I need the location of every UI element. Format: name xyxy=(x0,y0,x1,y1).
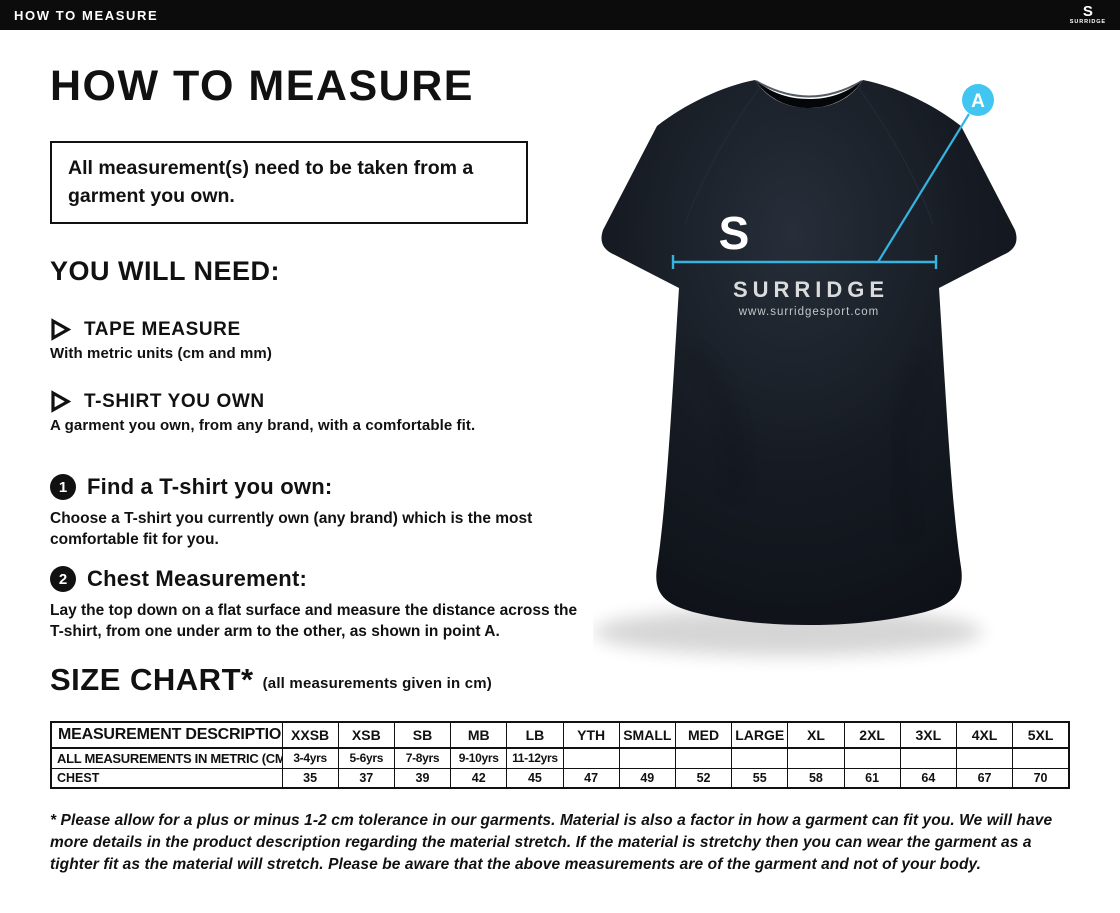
column-header: SB xyxy=(393,721,452,749)
size-chart-header-row: MEASUREMENT DESCRIPTION XXSB XSB SB MB L… xyxy=(50,721,1070,749)
shirt-seam-right xyxy=(856,85,934,225)
table-cell xyxy=(843,747,901,769)
need-item-description: A garment you own, from any brand, with … xyxy=(50,417,476,434)
shirt-wrinkle xyxy=(686,350,739,493)
table-cell: 67 xyxy=(955,767,1014,789)
table-cell: 45 xyxy=(506,767,564,789)
table-cell: 47 xyxy=(562,767,620,789)
table-cell: 42 xyxy=(450,767,508,789)
column-header-measurement-description: MEASUREMENT DESCRIPTION xyxy=(50,721,283,749)
shirt-chest-logo: S xyxy=(719,207,750,259)
table-cell xyxy=(787,747,845,769)
shirt-url-text: www.surridgesport.com xyxy=(738,306,880,318)
step-title: Find a T-shirt you own: xyxy=(87,474,333,499)
table-cell: 64 xyxy=(899,767,957,789)
table-cell: 52 xyxy=(674,767,733,789)
column-header: XL xyxy=(787,721,845,749)
pointer-line xyxy=(877,113,970,263)
notice-text: All measurement(s) need to be taken from… xyxy=(68,157,474,207)
table-cell: 70 xyxy=(1012,767,1070,789)
size-chart-title: SIZE CHART* xyxy=(50,662,254,697)
triangle-bullet-icon xyxy=(51,318,71,341)
column-header: MB xyxy=(450,721,508,749)
shirt-collar-rim xyxy=(755,80,863,98)
column-header: LARGE xyxy=(731,721,789,749)
table-cell: 49 xyxy=(618,767,676,789)
notice-box: All measurement(s) need to be taken from… xyxy=(50,141,528,225)
shirt-shadow xyxy=(593,608,983,656)
step-header: 2 Chest Measurement: xyxy=(50,566,610,592)
table-cell: 58 xyxy=(787,767,845,789)
column-header: XXSB xyxy=(281,721,339,749)
need-item-tshirt: T-SHIRT YOU OWN A garment you own, from … xyxy=(50,390,610,434)
size-chart-subtitle: (all measurements given in cm) xyxy=(262,675,492,692)
need-item-header: TAPE MEASURE xyxy=(50,318,610,341)
table-cell xyxy=(731,747,789,769)
row-label: CHEST xyxy=(50,767,283,789)
size-chart-heading-row: SIZE CHART* (all measurements given in c… xyxy=(50,664,492,695)
step-title: Chest Measurement: xyxy=(87,566,307,591)
table-cell xyxy=(618,747,676,769)
step-header: 1 Find a T-shirt you own: xyxy=(50,474,610,500)
top-bar-title: HOW TO MEASURE xyxy=(14,7,159,23)
shirt-collar xyxy=(755,80,863,108)
column-header: 3XL xyxy=(899,721,957,749)
column-header: YTH xyxy=(562,721,620,749)
table-cell: 7-8yrs xyxy=(393,747,452,769)
tolerance-footnote: * Please allow for a plus or minus 1-2 c… xyxy=(50,812,1053,873)
top-bar: HOW TO MEASURE S SURRIDGE xyxy=(0,0,1120,30)
need-item-description: With metric units (cm and mm) xyxy=(50,345,272,362)
table-cell: 3-4yrs xyxy=(281,747,339,769)
surridge-logo: S SURRIDGE xyxy=(1069,3,1106,25)
table-row-chest: CHEST 35 37 39 42 45 47 49 52 55 58 61 6… xyxy=(50,767,1070,789)
step-number-badge: 2 xyxy=(50,566,76,592)
shirt-wrinkle xyxy=(897,360,926,533)
table-row-metric: ALL MEASUREMENTS IN METRIC (CM) 3-4yrs 5… xyxy=(50,747,1070,769)
table-cell: 55 xyxy=(731,767,789,789)
surridge-logo-text: SURRIDGE xyxy=(1069,18,1106,25)
table-cell: 9-10yrs xyxy=(450,747,508,769)
tshirt-image: S A SURRIDGE www.surridgesport.com xyxy=(593,80,1017,656)
tshirt-diagram: S A SURRIDGE www.surridgesport.com xyxy=(593,52,1063,677)
table-cell xyxy=(955,747,1014,769)
you-will-need-heading: YOU WILL NEED: xyxy=(50,256,281,286)
triangle-bullet-icon xyxy=(51,390,71,413)
page-title: HOW TO MEASURE xyxy=(50,62,474,110)
need-item-title: TAPE MEASURE xyxy=(84,318,241,340)
column-header: SMALL xyxy=(618,721,676,749)
need-item-header: T-SHIRT YOU OWN xyxy=(50,390,610,413)
table-cell: 61 xyxy=(843,767,901,789)
column-header: 4XL xyxy=(955,721,1014,749)
column-header: XSB xyxy=(337,721,395,749)
step-number-badge: 1 xyxy=(50,474,76,500)
point-a-label: A xyxy=(971,91,985,112)
table-cell: 37 xyxy=(337,767,395,789)
surridge-s-icon: S xyxy=(1082,3,1093,20)
table-cell xyxy=(674,747,733,769)
step-1: 1 Find a T-shirt you own: Choose a T-shi… xyxy=(50,474,610,551)
size-chart-table: MEASUREMENT DESCRIPTION XXSB XSB SB MB L… xyxy=(50,721,1070,789)
column-header: MED xyxy=(674,721,733,749)
table-cell xyxy=(562,747,620,769)
table-cell xyxy=(1012,747,1070,769)
need-item-title: T-SHIRT YOU OWN xyxy=(84,390,265,412)
table-cell: 35 xyxy=(281,767,339,789)
table-cell: 5-6yrs xyxy=(337,747,395,769)
step-description: Choose a T-shirt you currently own (any … xyxy=(50,510,533,548)
need-item-tape-measure: TAPE MEASURE With metric units (cm and m… xyxy=(50,318,610,362)
step-description: Lay the top down on a flat surface and m… xyxy=(50,602,578,640)
table-cell: 39 xyxy=(393,767,452,789)
column-header: LB xyxy=(506,721,564,749)
column-header: 2XL xyxy=(843,721,901,749)
table-cell: 11-12yrs xyxy=(506,747,564,769)
point-a-marker xyxy=(962,84,994,116)
shirt-body xyxy=(601,80,1017,625)
shirt-brand-text: SURRIDGE xyxy=(733,277,889,302)
column-header: 5XL xyxy=(1012,721,1070,749)
step-2: 2 Chest Measurement: Lay the top down on… xyxy=(50,566,610,643)
row-label: ALL MEASUREMENTS IN METRIC (CM) xyxy=(50,747,283,769)
shirt-seam-left xyxy=(684,85,762,225)
table-cell xyxy=(899,747,957,769)
